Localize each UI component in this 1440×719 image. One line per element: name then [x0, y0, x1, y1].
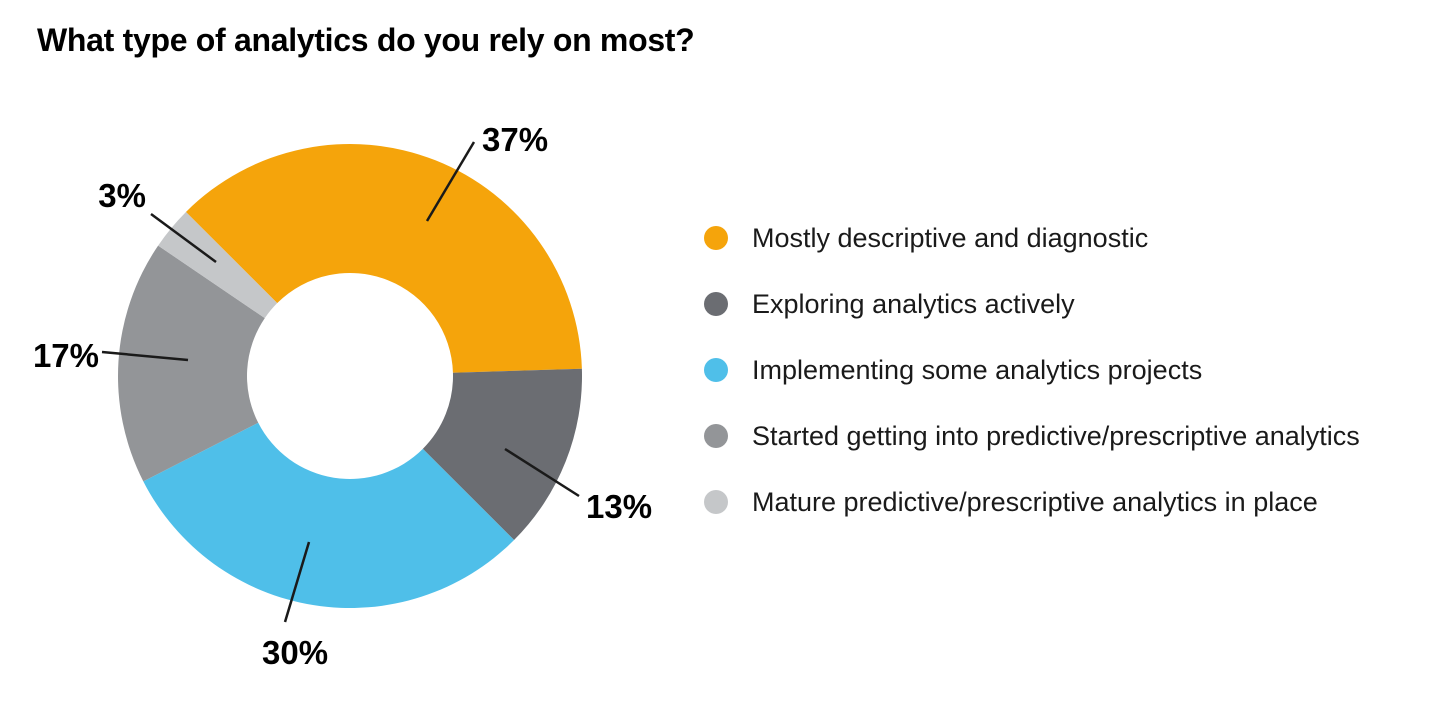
legend-swatch-icon	[704, 424, 728, 448]
pie-slice-4	[158, 211, 278, 319]
legend-swatch-icon	[704, 226, 728, 250]
pie-slice-3	[118, 245, 265, 482]
pie-slice-1	[422, 368, 583, 541]
legend: Mostly descriptive and diagnostic Explori…	[704, 205, 1360, 535]
legend-swatch-icon	[704, 490, 728, 514]
leader-line-2	[283, 541, 311, 623]
slice-value-label: 17%	[33, 337, 99, 374]
chart-title: What type of analytics do you rely on mo…	[37, 22, 695, 58]
leader-line-4	[150, 212, 217, 264]
slice-value-label: 13%	[586, 488, 652, 525]
slice-value-labels: 37% 13% 30% 17% 3%	[33, 121, 652, 671]
leader-line-0	[425, 141, 476, 222]
legend-label: Implementing some analytics projects	[752, 354, 1203, 385]
legend-label: Exploring analytics actively	[752, 288, 1075, 319]
slice-value-label: 37%	[482, 121, 548, 158]
donut-slices	[118, 143, 583, 609]
legend-item: Started getting into predictive/prescrip…	[704, 403, 1360, 469]
leader-line-3	[101, 350, 189, 362]
legend-item: Mostly descriptive and diagnostic	[704, 205, 1360, 271]
slice-value-label: 30%	[262, 634, 328, 671]
leader-lines	[101, 141, 580, 623]
slice-value-label: 3%	[98, 177, 146, 214]
legend-swatch-icon	[704, 292, 728, 316]
legend-label: Mostly descriptive and diagnostic	[752, 222, 1149, 253]
legend-swatch-icon	[704, 358, 728, 382]
legend-item: Mature predictive/prescriptive analytics…	[704, 469, 1360, 535]
pie-slice-2	[143, 422, 515, 609]
pie-slice-0	[185, 143, 582, 373]
legend-label: Started getting into predictive/prescrip…	[752, 420, 1360, 451]
leader-line-1	[504, 447, 580, 498]
legend-item: Exploring analytics actively	[704, 271, 1360, 337]
legend-item: Implementing some analytics projects	[704, 337, 1360, 403]
legend-label: Mature predictive/prescriptive analytics…	[752, 486, 1318, 517]
